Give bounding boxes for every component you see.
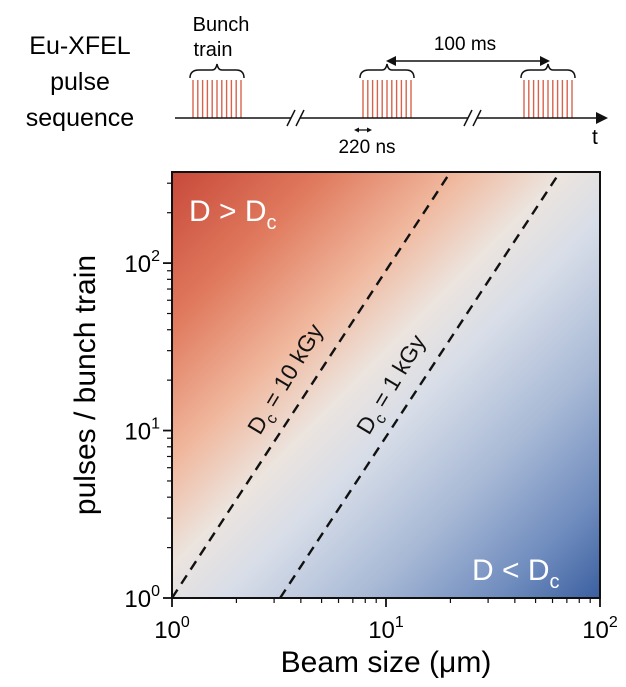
spacing-marker-head-left (354, 127, 359, 133)
period-arrow-head-right (540, 56, 550, 66)
axis-break-gap-1 (291, 112, 300, 124)
plot-background-gradient (172, 172, 600, 598)
x-axis-label: Beam size (μm) (281, 646, 492, 679)
y-axis-label: pulses / bunch train (69, 255, 102, 515)
y-tick-label: 102 (124, 248, 160, 278)
bunch-label-line-1: Bunch (193, 14, 250, 36)
spacing-label: 220 ns (338, 137, 395, 158)
period-arrow-head-left (386, 56, 396, 66)
brace-train-1 (189, 63, 245, 79)
sequence-title-line-3: sequence (26, 104, 134, 132)
brace-train-3 (520, 63, 576, 79)
axis-break-mark-2a (463, 109, 473, 127)
axis-break-gap-2 (468, 112, 477, 124)
pulse-bars (192, 80, 573, 118)
axis-break-mark-2b (472, 109, 482, 127)
time-axis-label: t (592, 126, 598, 149)
x-tick-label: 100 (154, 614, 190, 644)
time-axis-arrowhead (596, 112, 608, 124)
bunch-label-line-2: train (194, 39, 233, 61)
y-tick-label: 101 (124, 416, 160, 446)
axis-break-mark-1a (286, 109, 296, 127)
sequence-title-line-2: pulse (50, 68, 110, 96)
pulse-sequence-diagram: Eu-XFEL pulse sequence Bunch train 100 m… (26, 14, 608, 158)
sequence-title-line-1: Eu-XFEL (29, 32, 131, 60)
period-label: 100 ms (434, 34, 496, 55)
dose-plot: D > Dc D < Dc Dc = 10 kGy Dc = 1 kGy 100… (69, 171, 618, 679)
brace-train-2 (359, 63, 415, 79)
x-tick-label: 102 (582, 614, 618, 644)
region-low-dose-label: D < Dc (472, 554, 560, 593)
spacing-marker-head-right (367, 127, 372, 133)
region-high-dose-label: D > Dc (189, 195, 277, 234)
axis-break-mark-1b (295, 109, 305, 127)
y-tick-label: 100 (124, 583, 160, 613)
x-tick-label: 101 (368, 614, 404, 644)
